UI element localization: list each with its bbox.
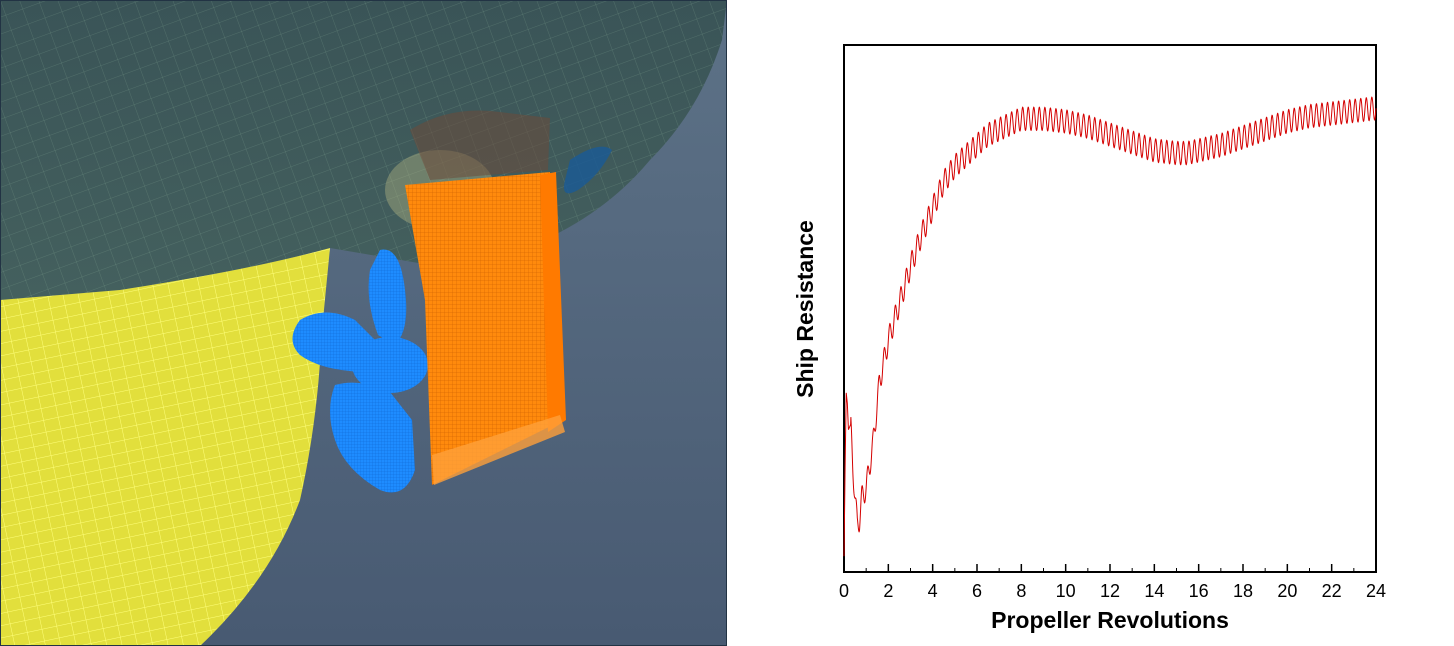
propeller (292, 249, 428, 493)
x-tick-label: 4 (928, 581, 938, 601)
shaft-fairing (0, 248, 330, 646)
x-tick-label: 12 (1100, 581, 1120, 601)
x-tick-label: 24 (1366, 581, 1386, 601)
wake-surface (410, 110, 612, 194)
x-tick-label: 6 (972, 581, 982, 601)
cfd-render-image (0, 0, 727, 646)
resistance-chart: 0 2 4 6 8 10 12 14 16 18 20 22 24 Propeller Revoluti… (727, 0, 1454, 646)
x-tick-label: 0 (839, 581, 849, 601)
series-line (843, 96, 1377, 557)
x-tick-label: 18 (1233, 581, 1253, 601)
x-tick-label: 20 (1277, 581, 1297, 601)
x-tick-label: 2 (883, 581, 893, 601)
x-tick-label: 22 (1322, 581, 1342, 601)
x-tick-label: 10 (1056, 581, 1076, 601)
x-axis-ticks: 0 2 4 6 8 10 12 14 16 18 20 22 24 (839, 564, 1386, 601)
x-tick-label: 8 (1016, 581, 1026, 601)
x-tick-label: 14 (1144, 581, 1164, 601)
rudder (405, 172, 566, 485)
x-axis-title: Propeller Revolutions (991, 607, 1229, 633)
y-axis-title: Ship Resistance (792, 220, 818, 398)
x-tick-label: 16 (1189, 581, 1209, 601)
